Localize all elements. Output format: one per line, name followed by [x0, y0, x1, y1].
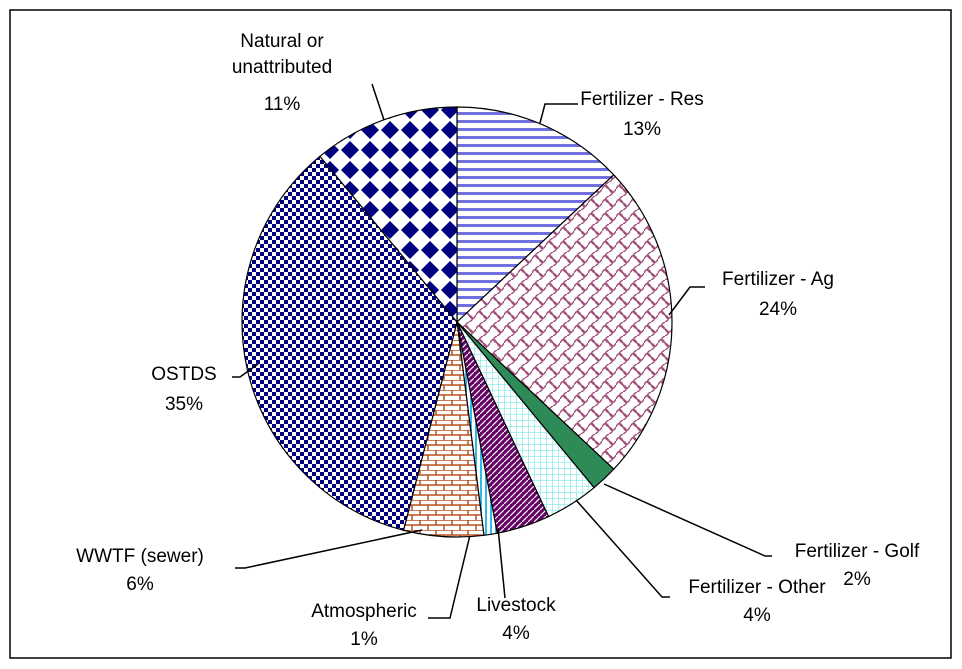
slice-label: 11%: [263, 94, 301, 115]
slice-label: OSTDS: [151, 364, 217, 385]
pie-slice: [456, 173, 673, 471]
slice-label: Fertilizer - Golf: [794, 541, 920, 562]
slice-label: 4%: [502, 623, 530, 644]
leader-line: [603, 483, 772, 557]
slice-label: WWTF (sewer): [76, 546, 204, 567]
slice-label: 6%: [126, 574, 154, 595]
leader-line: [497, 527, 506, 599]
slice-label: 24%: [758, 299, 798, 320]
leader-line: [371, 83, 385, 121]
leader-line: [232, 363, 259, 378]
slice-label: Fertilizer - Res: [580, 89, 704, 110]
leader-line: [235, 529, 423, 569]
slice-label: Natural or unattributed: [231, 31, 333, 78]
leader-line: [539, 103, 578, 124]
slice-label: 4%: [743, 605, 771, 626]
slice-label: Fertilizer - Ag: [722, 269, 834, 290]
leader-line: [428, 534, 471, 619]
leader-line: [668, 286, 705, 316]
pie-slice: [456, 106, 615, 324]
slice-label: Livestock: [476, 595, 556, 616]
slice-label: 2%: [843, 569, 871, 590]
slice-label: 1%: [350, 629, 378, 650]
slice-label: 35%: [164, 394, 204, 415]
leader-line: [575, 499, 670, 598]
slice-label: Fertilizer - Other: [688, 577, 826, 598]
chart-frame: [9, 9, 952, 659]
slice-label: Atmospheric: [311, 601, 417, 622]
slice-label: 13%: [622, 119, 662, 140]
pie-slice: [241, 155, 458, 531]
